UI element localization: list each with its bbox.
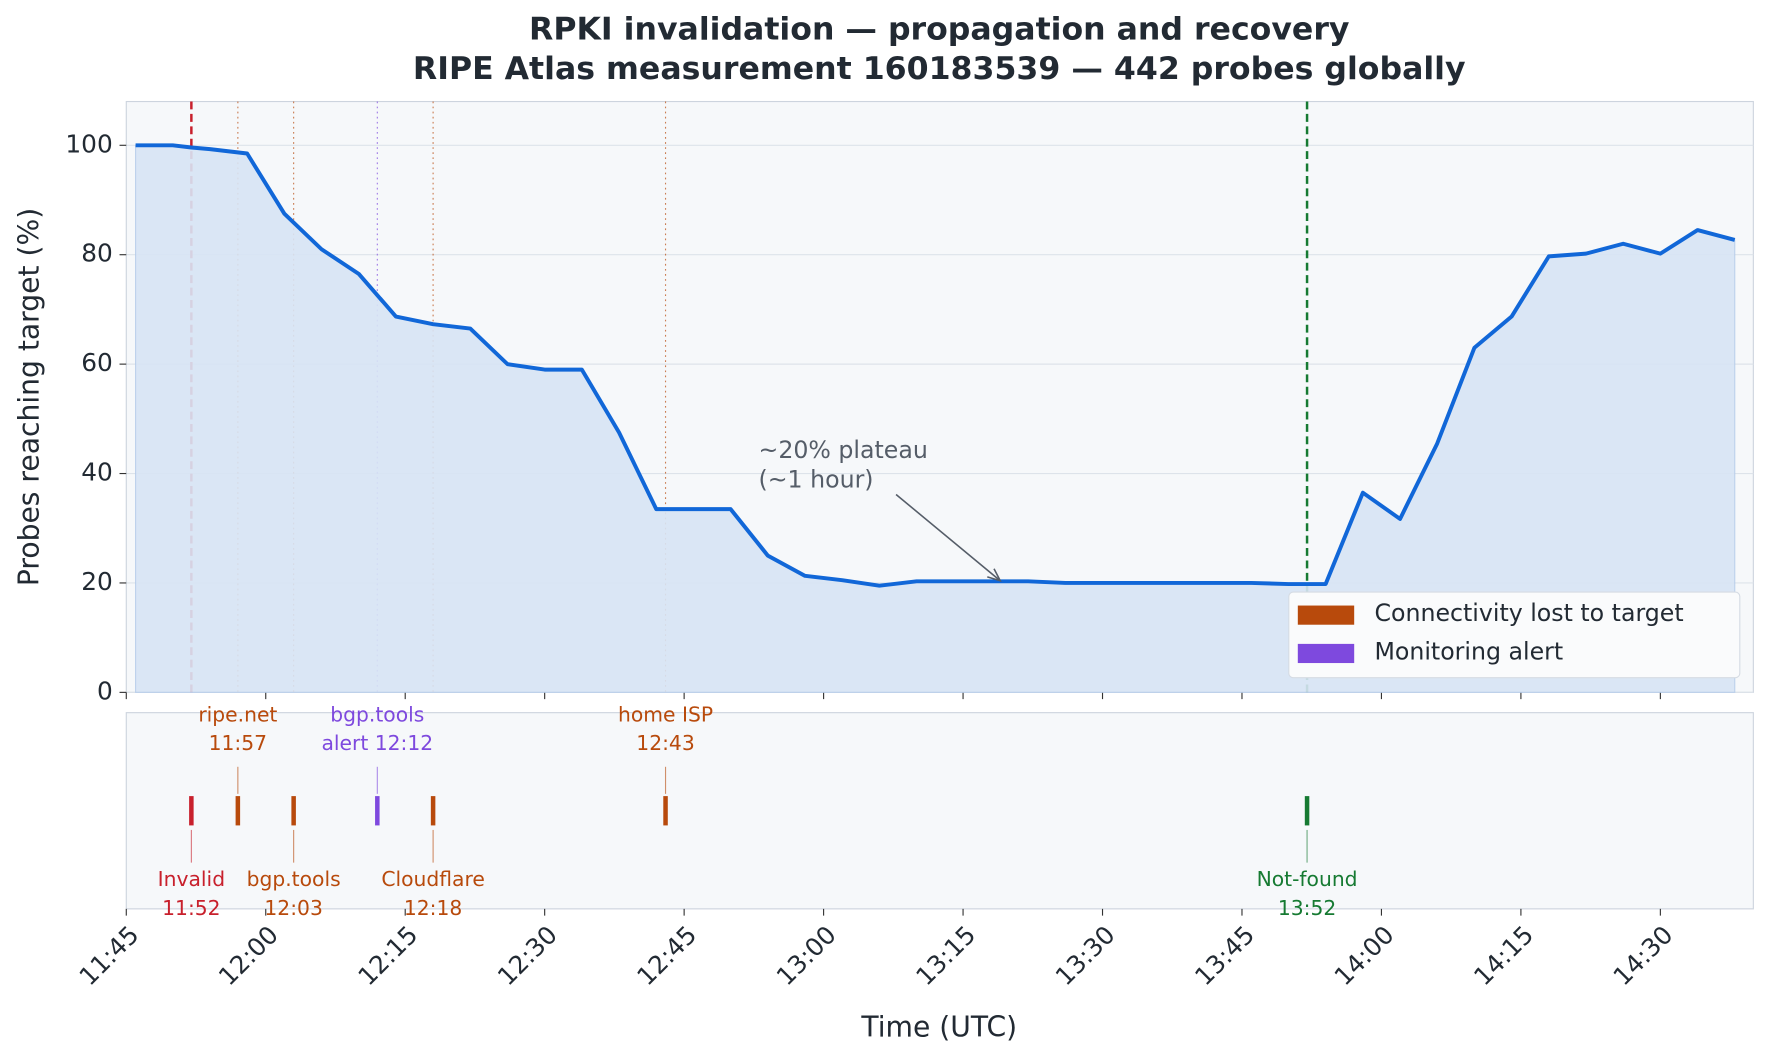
x-tick-label: 12:45 — [631, 920, 702, 991]
annotation-text: ~20% plateau — [759, 436, 928, 464]
event-time: 11:57 — [209, 731, 267, 755]
y-tick-label: 40 — [81, 458, 113, 487]
y-tick-label: 20 — [81, 567, 113, 596]
x-tick-label: 13:30 — [1050, 920, 1121, 991]
x-tick-label: 14:15 — [1468, 920, 1539, 991]
event-prefix: alert — [321, 731, 368, 755]
annotation-arrow — [895, 493, 1001, 582]
event-time-value: 11:57 — [209, 731, 267, 755]
chart-subtitle: RIPE Atlas measurement 160183539 — 442 p… — [413, 51, 1466, 87]
event-label: Not-found — [1257, 867, 1358, 891]
legend-swatch — [1297, 605, 1355, 625]
event-time-value: 12:12 — [375, 731, 433, 755]
x-tick-label: 13:45 — [1189, 920, 1260, 991]
x-tick-label: 12:15 — [352, 920, 423, 991]
annotation-arrowhead — [987, 568, 1002, 583]
y-tick-label: 100 — [65, 129, 112, 158]
x-tick-label: 12:00 — [213, 920, 284, 991]
y-axis-label: Probes reaching target (%) — [12, 208, 45, 586]
event-label: bgp.tools — [330, 703, 424, 727]
event-time: 12:43 — [636, 731, 694, 755]
y-tick-label: 60 — [81, 348, 113, 377]
legend-label: Monitoring alert — [1374, 637, 1563, 665]
event-time: 12:03 — [264, 895, 322, 919]
event-time-value: 12:03 — [264, 895, 322, 919]
event-time: alert 12:12 — [321, 731, 433, 755]
y-tick-label: 0 — [97, 676, 113, 705]
legend-swatch — [1297, 643, 1355, 664]
x-axis-label: Time (UTC) — [860, 1010, 1017, 1043]
event-label: ripe.net — [198, 703, 277, 727]
event-time-value: 12:18 — [404, 895, 462, 919]
y-tick-label: 80 — [81, 239, 113, 268]
annotation-text: (~1 hour) — [759, 465, 874, 493]
x-tick-label: 11:45 — [73, 920, 144, 991]
timeline-panel — [125, 712, 1754, 910]
event-label: Cloudflare — [381, 867, 485, 891]
event-time: 11:52 — [162, 895, 220, 919]
x-tick-label: 12:30 — [492, 920, 563, 991]
event-label: home ISP — [618, 703, 713, 727]
event-time-value: 11:52 — [162, 895, 220, 919]
event-label: Invalid — [158, 867, 225, 891]
x-tick-label: 13:00 — [771, 920, 842, 991]
event-time: 12:18 — [404, 895, 462, 919]
legend-box — [1288, 591, 1741, 679]
x-tick-label: 14:00 — [1329, 920, 1400, 991]
x-tick-label: 14:30 — [1608, 920, 1679, 991]
event-time-value: 13:52 — [1278, 895, 1336, 919]
event-time: 13:52 — [1278, 895, 1336, 919]
x-tick-label: 13:15 — [910, 920, 981, 991]
event-time-value: 12:43 — [636, 731, 694, 755]
chart-title: RPKI invalidation — propagation and reco… — [529, 11, 1349, 47]
event-label: bgp.tools — [247, 867, 341, 891]
legend-label: Connectivity lost to target — [1374, 599, 1683, 627]
line — [135, 143, 1736, 588]
